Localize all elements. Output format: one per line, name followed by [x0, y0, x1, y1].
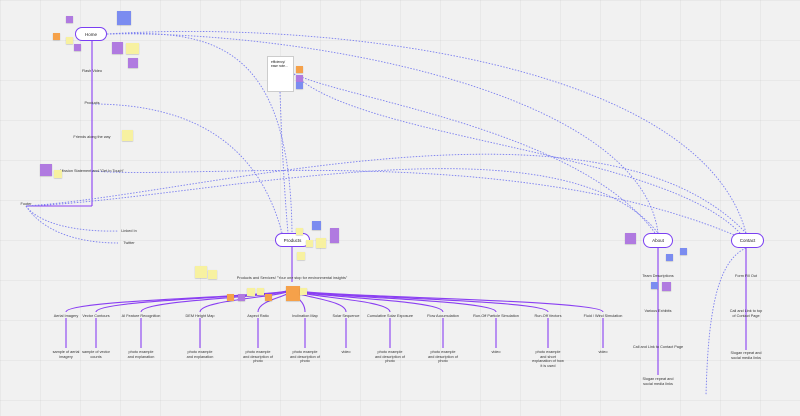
contact-loop-connector: [705, 247, 747, 396]
sticky-note[interactable]: [227, 294, 234, 301]
sticky-note[interactable]: [66, 37, 73, 44]
sticky-note[interactable]: [247, 288, 255, 296]
sticky-note[interactable]: [296, 228, 303, 235]
sticky-note[interactable]: [66, 16, 73, 23]
note-card[interactable]: efficiency/ ease note...: [267, 56, 294, 92]
product-item-description: photo example and description of photo: [290, 350, 320, 364]
sticky-note[interactable]: [680, 248, 687, 255]
product-branch-connector: [291, 288, 604, 313]
sticky-note[interactable]: [651, 282, 658, 289]
sticky-note[interactable]: [54, 170, 62, 178]
linkedin-connector: [25, 205, 119, 232]
contact-item-form: Form Fill Out: [735, 274, 757, 278]
product-item-name: Aerial Imagery: [53, 314, 79, 318]
product-item-name: AI Feature Recognition: [121, 314, 161, 318]
note-card-text: efficiency/ ease note...: [271, 60, 288, 68]
sticky-note[interactable]: [666, 254, 673, 261]
sticky-note[interactable]: [297, 252, 305, 260]
sticky-note[interactable]: [265, 294, 272, 301]
home-item-friends: Friends along the way: [73, 135, 111, 139]
sticky-note[interactable]: [286, 286, 300, 301]
home-item-footer: Footer: [20, 202, 32, 206]
footer-to-about-link: [25, 168, 659, 234]
sticky-note[interactable]: [296, 75, 303, 82]
sticky-note[interactable]: [238, 294, 245, 301]
home-item-flash-video: Flash Video: [82, 69, 102, 73]
twitter-connector: [25, 205, 119, 244]
product-item-description: photo example and description of photo: [243, 350, 273, 364]
sticky-note[interactable]: [296, 82, 303, 89]
sticky-note[interactable]: [330, 228, 339, 243]
product-item-name: DEM Height Map: [185, 314, 215, 318]
product-item-description: photo example and description of photo: [428, 350, 458, 364]
contact-item-call-link: Call and Link to top of Contact Page: [729, 309, 763, 318]
products-header: Products and Services! "Your one stop fo…: [236, 276, 348, 280]
contact-item-slogan: Slogan repeat and social media links: [730, 351, 762, 360]
product-item-name: Fluid / Wind Simulation: [583, 314, 623, 318]
product-item-description: photo example and explanation: [186, 350, 214, 359]
home-to-about-link: [106, 33, 659, 234]
home-item-mission-statement: Mission Statement and "Get In Touch": [60, 169, 124, 173]
product-item-name: Run-Off Particle Simulation: [473, 314, 519, 318]
product-item-description: sample of vector counts: [82, 350, 110, 359]
sticky-note[interactable]: [662, 282, 671, 291]
note-to-about-link: [293, 73, 656, 234]
sticky-note[interactable]: [117, 11, 131, 25]
about-item-team: Team Descriptions: [642, 274, 674, 278]
about-node[interactable]: About: [643, 233, 673, 248]
product-branch-connector: [140, 288, 293, 313]
note-to-contact-link: [293, 73, 741, 234]
sticky-note[interactable]: [195, 266, 207, 278]
contact-node[interactable]: Contact: [731, 233, 764, 248]
sticky-note[interactable]: [306, 240, 313, 247]
sticky-note[interactable]: [625, 233, 636, 244]
product-item-name: Inclination Map: [292, 314, 318, 318]
sticky-note[interactable]: [40, 164, 52, 176]
sticky-note[interactable]: [128, 58, 138, 68]
sticky-note[interactable]: [53, 33, 60, 40]
sticky-note[interactable]: [122, 130, 133, 141]
sticky-note[interactable]: [74, 44, 81, 51]
product-item-name: Cumulative Solar Exposure: [366, 314, 414, 318]
product-item-description: video: [491, 350, 501, 354]
about-item-slogan: Slogan repeat and social media links: [642, 377, 674, 386]
note-to-products-link: [279, 91, 289, 234]
product-item-description: sample of aerial imagery: [52, 350, 80, 359]
home-node-label: Home: [84, 31, 97, 37]
footer-item-linkedin: Linked In: [121, 229, 137, 233]
footer-to-contact-link: [25, 153, 747, 234]
sticky-note[interactable]: [126, 43, 139, 54]
about-item-contact-link: Call and Link to Contact Page: [632, 345, 684, 349]
home-to-contact-link: [106, 31, 747, 234]
mission-to-contact-link: [91, 169, 747, 241]
product-item-description: photo example and explanation: [127, 350, 155, 359]
products-node[interactable]: Products: [275, 233, 310, 247]
sticky-note[interactable]: [300, 288, 307, 295]
sticky-note[interactable]: [296, 66, 303, 73]
sticky-note[interactable]: [316, 238, 326, 248]
about-node-label: About: [652, 238, 664, 243]
product-item-description: video: [598, 350, 608, 354]
product-item-name: Flow Accumulation: [427, 314, 459, 318]
product-item-description: video: [341, 350, 351, 354]
product-item-name: Solar Sequence: [332, 314, 360, 318]
product-item-name: Vector Contours: [82, 314, 110, 318]
home-node[interactable]: Home: [75, 27, 107, 41]
product-item-name: Aspect Ratio: [247, 314, 269, 318]
product-item-name: Run-Off Vectors: [534, 314, 562, 318]
home-item-products: Products: [84, 101, 100, 105]
product-item-description: photo example and description of photo: [375, 350, 405, 364]
product-item-description: photo example and short explanation of h…: [532, 350, 564, 368]
products-node-label: Products: [283, 237, 302, 243]
sticky-note[interactable]: [312, 221, 321, 230]
about-item-exhibits: Various Exhibits: [644, 309, 672, 313]
contact-node-label: Contact: [739, 238, 756, 243]
footer-item-twitter: Twitter: [123, 241, 135, 245]
sticky-note[interactable]: [208, 270, 217, 279]
sticky-note[interactable]: [112, 42, 123, 54]
sticky-note[interactable]: [257, 288, 264, 295]
